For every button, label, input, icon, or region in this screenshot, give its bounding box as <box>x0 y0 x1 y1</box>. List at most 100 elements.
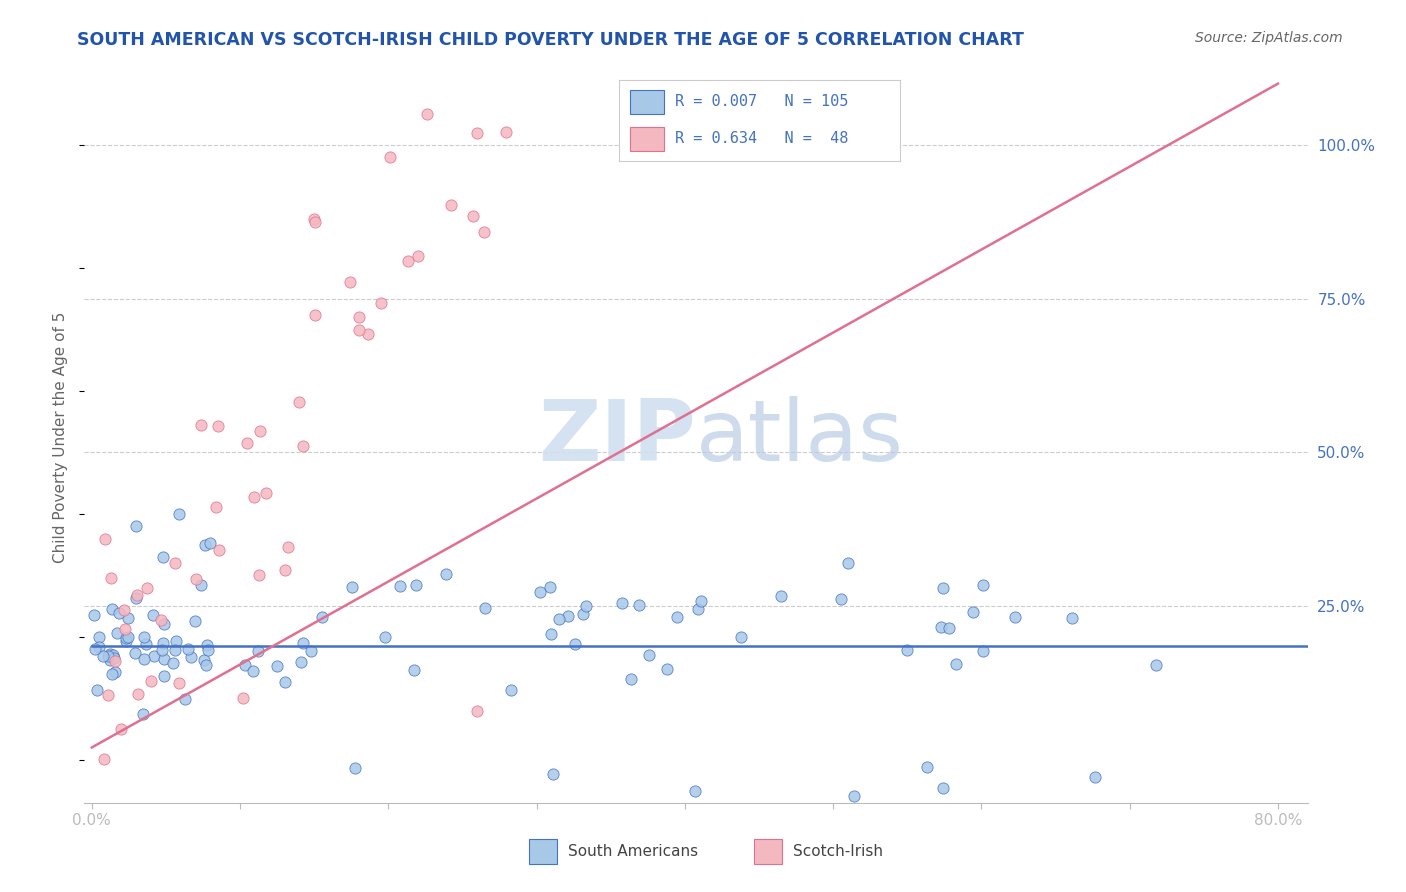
Point <box>686 602 709 616</box>
Point <box>163 556 186 570</box>
Point <box>440 198 463 212</box>
Point <box>543 767 565 781</box>
Point <box>548 612 571 626</box>
Point <box>1144 658 1167 673</box>
Point <box>134 630 156 644</box>
Point <box>311 610 333 624</box>
Point <box>495 125 517 139</box>
Point <box>142 607 165 622</box>
Point <box>152 636 174 650</box>
Point <box>962 605 984 619</box>
Point <box>292 439 315 453</box>
Point <box>93 752 115 766</box>
Point <box>499 682 522 697</box>
Point <box>115 633 138 648</box>
Point <box>153 668 176 682</box>
Point <box>98 648 121 662</box>
Point <box>127 588 149 602</box>
Text: South Americans: South Americans <box>568 845 699 859</box>
Point <box>389 579 412 593</box>
Point <box>612 596 634 610</box>
Point <box>396 254 419 268</box>
Point <box>406 249 429 263</box>
Point <box>302 211 325 226</box>
Point <box>97 688 120 702</box>
Point <box>304 215 326 229</box>
Point <box>339 275 361 289</box>
Point <box>730 630 752 644</box>
Point <box>127 688 149 702</box>
Point <box>474 601 496 615</box>
Point <box>340 580 363 594</box>
Point <box>124 646 146 660</box>
Point <box>197 643 219 657</box>
Point <box>233 658 256 673</box>
Point <box>938 621 960 635</box>
Point <box>190 418 212 433</box>
Point <box>243 490 266 504</box>
Point <box>288 395 311 409</box>
Point <box>143 649 166 664</box>
Point <box>347 310 370 325</box>
Point <box>347 323 370 337</box>
Point <box>195 658 218 673</box>
Y-axis label: Child Poverty Under the Age of 5: Child Poverty Under the Age of 5 <box>53 311 69 563</box>
Point <box>198 536 221 550</box>
Point <box>972 644 994 658</box>
Text: atlas: atlas <box>696 395 904 479</box>
Point <box>83 608 105 623</box>
Point <box>135 581 157 595</box>
Point <box>304 308 326 322</box>
Point <box>274 675 297 690</box>
Point <box>574 599 596 613</box>
Point <box>110 722 132 736</box>
Point <box>1004 610 1026 624</box>
Point <box>370 295 392 310</box>
Point <box>184 572 207 586</box>
Text: Source: ZipAtlas.com: Source: ZipAtlas.com <box>1195 31 1343 45</box>
Bar <box>630 127 664 151</box>
Point <box>153 652 176 666</box>
Text: SOUTH AMERICAN VS SCOTCH-IRISH CHILD POVERTY UNDER THE AGE OF 5 CORRELATION CHAR: SOUTH AMERICAN VS SCOTCH-IRISH CHILD POV… <box>77 31 1024 49</box>
Point <box>174 691 197 706</box>
Point <box>104 654 127 668</box>
Point <box>837 557 859 571</box>
Point <box>165 634 187 648</box>
Point <box>830 591 852 606</box>
Point <box>844 789 866 803</box>
Point <box>242 664 264 678</box>
Point <box>150 613 173 627</box>
Bar <box>754 839 782 864</box>
Point <box>299 644 322 658</box>
Point <box>89 640 111 654</box>
Point <box>93 648 115 663</box>
Point <box>538 580 561 594</box>
Point <box>101 666 124 681</box>
Text: R = 0.007   N = 105: R = 0.007 N = 105 <box>675 95 848 110</box>
Point <box>162 657 184 671</box>
Point <box>931 581 953 595</box>
Point <box>344 761 367 775</box>
Point <box>405 578 427 592</box>
Point <box>357 327 380 342</box>
Point <box>100 571 122 585</box>
Point <box>167 507 190 521</box>
Point <box>139 674 162 689</box>
Point <box>557 609 579 624</box>
Point <box>103 651 125 665</box>
Point <box>150 642 173 657</box>
Point <box>972 577 994 591</box>
Point <box>176 642 198 657</box>
Point <box>232 690 254 705</box>
Point <box>416 107 439 121</box>
Point <box>152 549 174 564</box>
Point <box>235 435 257 450</box>
Point <box>266 659 288 673</box>
Point <box>290 655 312 669</box>
Text: R = 0.634   N =  48: R = 0.634 N = 48 <box>675 131 848 146</box>
Point <box>402 663 425 677</box>
Point <box>247 644 270 658</box>
Point <box>529 585 551 599</box>
Point <box>1084 770 1107 784</box>
Point <box>183 614 205 628</box>
